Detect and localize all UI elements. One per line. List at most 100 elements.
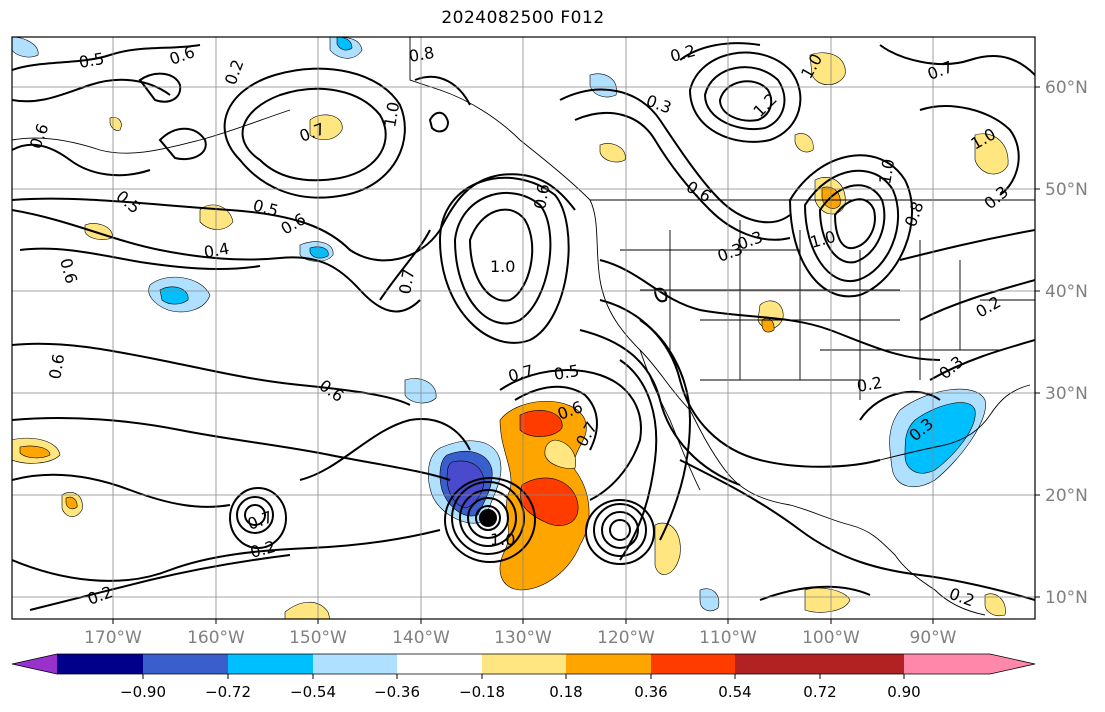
contour-label-layer: 0.7 0.8 0.2 0.3 1.2 1.0 1.0 1.0 0.7 0.7 … — [26, 41, 1012, 611]
contour — [703, 66, 786, 130]
contour — [718, 80, 773, 122]
contour-label: 0.5 — [552, 361, 580, 384]
storm-ring-west — [229, 487, 287, 549]
contour — [499, 369, 642, 501]
colorbar-segment — [313, 654, 397, 674]
contour — [899, 229, 1035, 261]
contour-label: 1.0 — [380, 100, 403, 128]
contour — [639, 319, 692, 541]
patch-5b — [19, 445, 51, 459]
lon-label: 140°W — [392, 628, 450, 648]
colorbar-segment — [482, 654, 566, 674]
lat-label: 40°N — [1045, 282, 1088, 302]
contour-label: 1.0 — [875, 157, 898, 185]
contour — [12, 529, 441, 582]
patch-15b — [336, 37, 353, 51]
contour — [29, 554, 291, 611]
contour — [12, 209, 421, 313]
contour — [574, 111, 791, 241]
colorbar-tick-label: −0.90 — [120, 683, 166, 701]
storm-ring-east — [593, 503, 647, 557]
patch-17 — [984, 593, 1006, 617]
contour — [241, 87, 387, 182]
patch-3b — [309, 246, 329, 259]
coastline — [12, 109, 291, 154]
storm-ring — [451, 481, 525, 555]
coastline — [879, 384, 1031, 461]
negative-region-gulf-core — [904, 402, 976, 474]
contour-label: 0.8 — [407, 43, 435, 66]
patch-6b — [65, 496, 78, 510]
colorbar-segment — [735, 654, 820, 674]
contour — [833, 198, 876, 250]
contour — [428, 111, 450, 133]
contour — [438, 176, 570, 344]
colorbar-tick-label: −0.36 — [374, 683, 420, 701]
borders — [12, 37, 1035, 616]
colorbar-tick-label: −0.18 — [459, 683, 505, 701]
colorbar — [11, 653, 1036, 675]
lat-label: 50°N — [1045, 180, 1088, 200]
contour — [559, 88, 791, 224]
lon-label: 120°W — [597, 628, 655, 648]
lat-axis — [1035, 86, 1040, 598]
colorbar-tick-label: 0.90 — [887, 683, 920, 701]
contour — [919, 105, 1020, 196]
contour — [679, 459, 1035, 601]
contour — [679, 42, 761, 61]
storm-ring — [475, 505, 501, 531]
contour — [19, 247, 261, 270]
chart-title: 2024082500 F012 — [441, 8, 605, 28]
contour — [12, 473, 231, 508]
patch-19 — [794, 133, 814, 153]
contour-label: 0.5 — [77, 49, 105, 72]
contour-label: 0.6 — [45, 352, 68, 380]
coastline — [639, 349, 701, 491]
colorbar-extend-right-arrow — [904, 654, 1035, 674]
lon-label: 130°W — [494, 628, 552, 648]
contour — [299, 418, 471, 481]
patch-20 — [12, 37, 39, 58]
positive-region-yellow — [544, 439, 576, 469]
colorbar-tick-label: −0.54 — [290, 683, 336, 701]
contour-label: 1.0 — [490, 530, 515, 549]
contour — [414, 75, 471, 106]
lat-label: 20°N — [1045, 486, 1088, 506]
shaded-fields — [12, 37, 1009, 619]
contour — [788, 154, 914, 298]
contour — [453, 191, 552, 325]
contour — [803, 169, 899, 283]
contour-label: 0.6 — [530, 182, 553, 210]
lon-axis — [112, 619, 934, 624]
contour — [653, 287, 668, 303]
colorbar-tick-label: 0.54 — [718, 683, 751, 701]
colorbar-segment — [57, 654, 143, 674]
storm-ring-east — [609, 519, 631, 541]
lon-label: 170°W — [84, 628, 142, 648]
contour — [223, 67, 406, 199]
storm-ring-east — [585, 499, 655, 565]
colorbar-segment — [228, 654, 313, 674]
lon-label: 150°W — [289, 628, 347, 648]
contour — [138, 72, 182, 103]
colorbar-ticks — [142, 674, 905, 679]
colorbar-segment — [397, 654, 482, 674]
contour — [879, 44, 1035, 76]
storm-ring — [467, 497, 509, 539]
contour — [619, 359, 658, 561]
contour — [929, 339, 1035, 381]
colorbar-extend-left — [12, 654, 57, 674]
storm-center-marker — [479, 509, 497, 527]
contour — [818, 184, 886, 264]
contour — [759, 585, 871, 601]
patch-22 — [599, 143, 626, 163]
lat-label: 60°N — [1045, 78, 1088, 98]
contour — [514, 385, 598, 451]
lat-label: 30°N — [1045, 384, 1088, 404]
contour-label: 0.7 — [395, 267, 418, 295]
lon-label: 90°W — [910, 628, 957, 648]
colorbar-tick-label: 0.36 — [634, 683, 667, 701]
patch-7 — [809, 52, 846, 86]
lat-label: 10°N — [1045, 588, 1088, 608]
contour-label: 1.0 — [490, 257, 515, 276]
